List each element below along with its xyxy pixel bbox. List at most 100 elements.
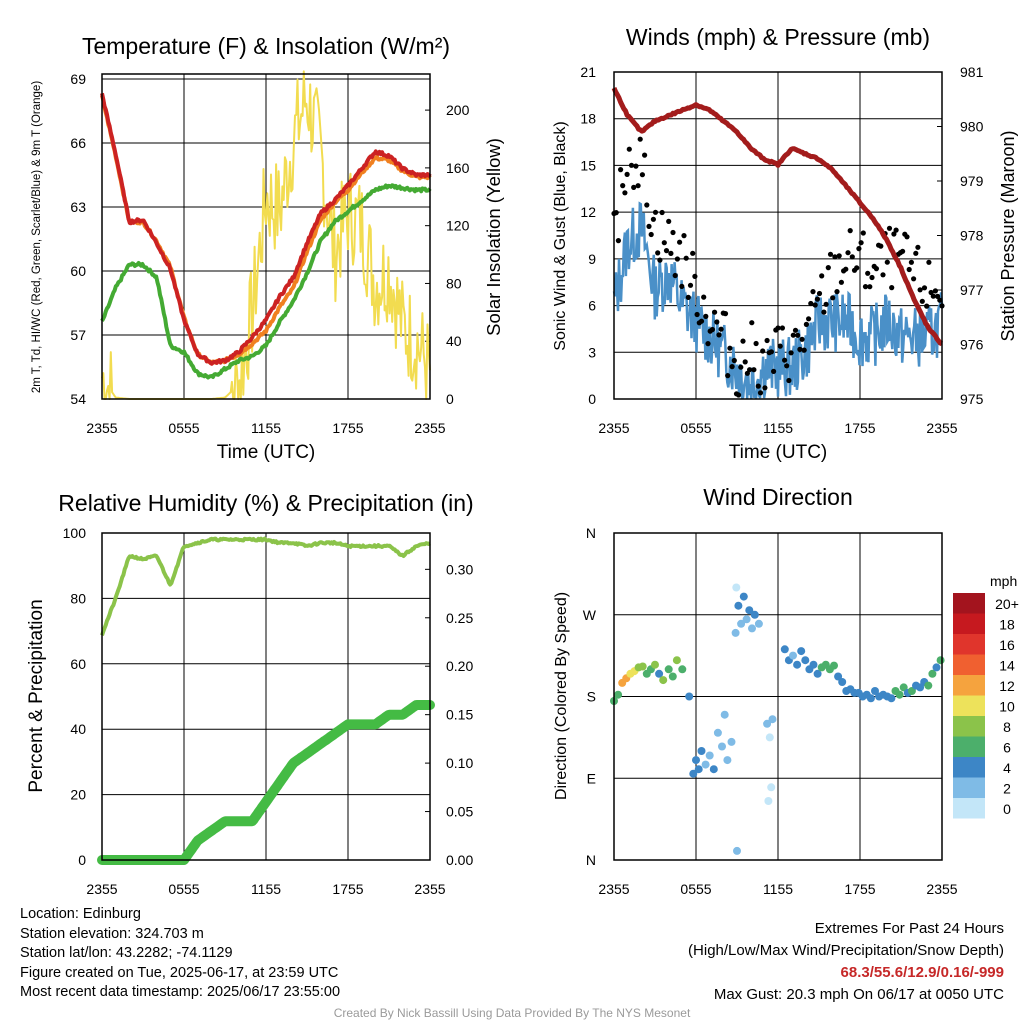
y-tick-label-right: 0.05 <box>446 804 473 820</box>
direction-point <box>655 669 664 678</box>
gust-point <box>782 357 788 363</box>
gust-point <box>622 190 628 196</box>
gust-point <box>631 184 637 190</box>
wind-pressure-panel: Winds (mph) & Pressure (mb) 2355 0555 1155… <box>552 24 1018 463</box>
series-line-rh <box>100 536 431 636</box>
extremes-subtitle: (High/Low/Max Wind/Precipitation/Snow De… <box>688 942 1004 959</box>
x-tick-label: 0555 <box>680 881 711 897</box>
gust-point <box>843 266 849 272</box>
gust-point <box>753 340 759 347</box>
colorbar-swatch <box>953 777 985 798</box>
y-tick-label-right: 979 <box>960 173 984 189</box>
x-tick-label: 1155 <box>251 420 281 436</box>
x-tick-label: 2355 <box>414 881 445 897</box>
gust-point <box>777 343 783 349</box>
gust-point <box>736 392 742 398</box>
gust-point <box>847 228 853 234</box>
y-tick-label-right: 0.10 <box>446 755 473 771</box>
direction-point <box>767 783 776 792</box>
colorbar-swatch <box>953 634 985 655</box>
y-tick-label-direction: N <box>586 852 596 868</box>
gust-point <box>705 341 711 347</box>
gust-point <box>760 348 766 354</box>
temperature-panel: Temperature (F) & Insolation (W/m²) 2355… <box>31 33 504 463</box>
extremes-info: Extremes For Past 24 Hours (High/Low/Max… <box>688 918 1004 1006</box>
figure-created: Figure created on Tue, 2025-06-17, at 23… <box>20 964 339 981</box>
direction-point <box>866 694 875 703</box>
colorbar-label: 20+ <box>995 596 1019 612</box>
gust-point <box>692 273 698 279</box>
colorbar-swatch <box>953 757 985 778</box>
gust-point <box>919 298 925 304</box>
gust-point <box>900 248 906 254</box>
gust-point <box>694 311 700 318</box>
direction-point <box>692 756 700 765</box>
x-tick-label: 0555 <box>168 881 199 897</box>
y-tick-label-right: 978 <box>960 228 984 244</box>
x-tick-label: 1755 <box>844 881 875 897</box>
gust-point <box>803 321 810 327</box>
colorbar-swatch <box>953 716 985 737</box>
x-tick-label: 0555 <box>168 420 199 436</box>
x-tick-label: 1755 <box>332 881 363 897</box>
wind-direction-ylabel: Direction (Colored By Speed) <box>553 592 570 800</box>
gust-point <box>893 227 899 233</box>
gust-point <box>932 288 939 294</box>
wind-ylabel-right: Station Pressure (Maroon) <box>998 130 1018 341</box>
gust-point <box>904 234 910 240</box>
direction-point <box>813 669 822 678</box>
colorbar-label: 18 <box>999 617 1015 633</box>
direction-point <box>748 624 756 633</box>
direction-point <box>664 665 673 674</box>
gust-point <box>827 251 834 257</box>
gust-point <box>913 250 919 256</box>
gust-point <box>869 274 875 281</box>
gust-point <box>810 289 816 295</box>
y-tick-label-right: 0.15 <box>446 707 473 723</box>
gust-point <box>917 287 923 293</box>
gust-point <box>668 250 674 256</box>
y-tick-label-right: 0.00 <box>446 852 473 868</box>
y-tick-label-left: 12 <box>580 204 596 220</box>
direction-point <box>720 710 729 719</box>
direction-point <box>651 660 659 669</box>
colorbar-swatch <box>953 593 985 614</box>
gust-point <box>663 248 670 254</box>
gust-point <box>670 229 676 236</box>
direction-point <box>733 846 741 855</box>
gust-point <box>615 238 622 244</box>
gust-point <box>624 171 630 177</box>
y-tick-label-left: 9 <box>588 251 596 267</box>
gust-point <box>718 326 724 332</box>
y-tick-label-left: 20 <box>70 787 86 803</box>
gust-point <box>642 152 648 158</box>
direction-point <box>899 683 908 692</box>
series-line-2m-t <box>100 92 432 366</box>
y-tick-label-left: 15 <box>580 157 596 173</box>
gust-point <box>908 259 915 265</box>
y-tick-label-left: 60 <box>70 263 86 279</box>
temperature-ylabel-left: 2m T, Td, HI/WC (Red, Green, Scarlet/Blu… <box>31 81 43 393</box>
gust-point <box>834 289 840 295</box>
y-tick-label-left: 54 <box>70 391 86 407</box>
y-tick-label-right: 0.20 <box>446 658 473 674</box>
humidity-precip-title: Relative Humidity (%) & Precipitation (i… <box>58 490 473 516</box>
direction-point <box>672 656 681 665</box>
gust-point <box>880 272 886 278</box>
y-tick-label-right: 80 <box>446 275 462 291</box>
gust-point <box>930 293 936 299</box>
humidity-plot-frame <box>101 532 431 861</box>
direction-point <box>705 751 714 760</box>
colorbar-label: 16 <box>999 637 1015 653</box>
y-tick-label-right: 0.30 <box>446 561 473 577</box>
gust-point <box>637 136 643 142</box>
temperature-xlabel: Time (UTC) <box>217 442 316 463</box>
y-tick-label-left: 6 <box>588 298 596 314</box>
x-tick-label: 2355 <box>86 420 117 436</box>
gust-point <box>652 209 659 215</box>
gust-point <box>727 345 733 351</box>
x-tick-label: 1155 <box>251 881 281 897</box>
gust-point <box>862 284 869 290</box>
x-tick-label: 0555 <box>680 420 711 436</box>
direction-point <box>928 669 937 678</box>
